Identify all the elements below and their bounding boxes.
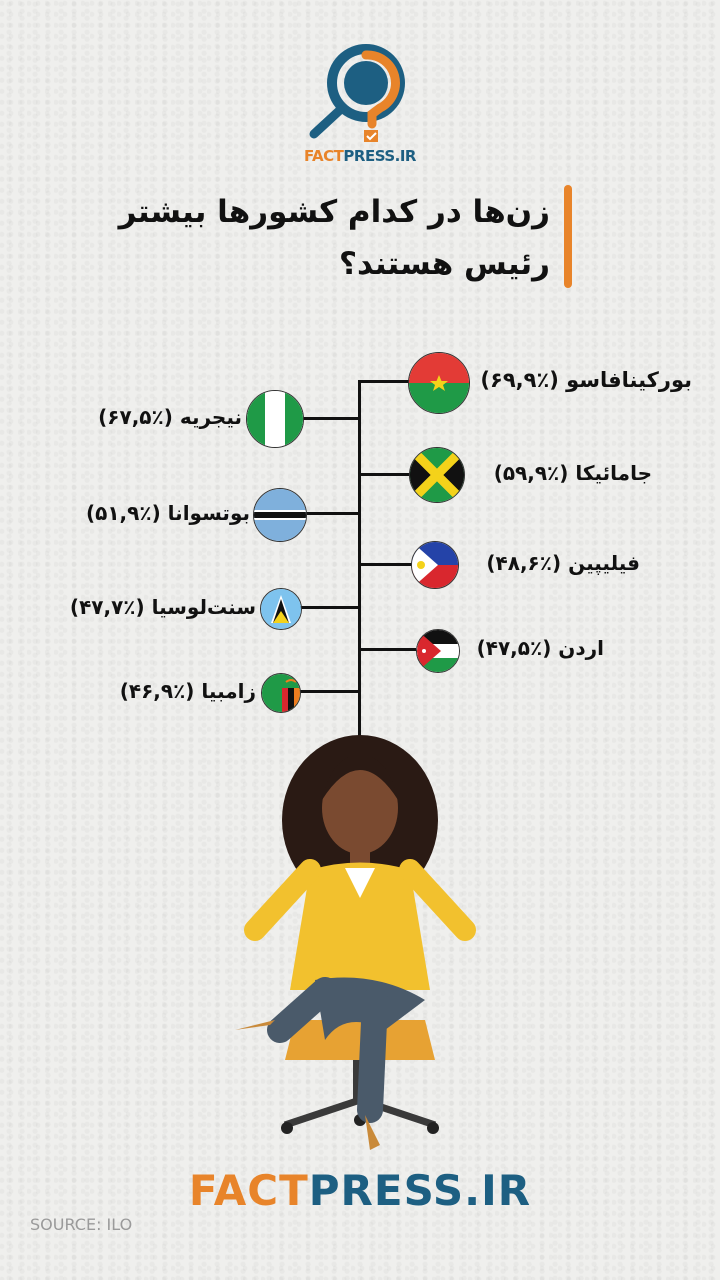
branch-line xyxy=(358,380,410,383)
country-label-jamaica: جامائیکا (٪۵۹,۹) xyxy=(493,461,652,485)
source-label: SOURCE: ILO xyxy=(30,1215,133,1234)
nigeria-flag-icon xyxy=(246,390,304,448)
branch-line xyxy=(358,473,410,476)
country-label-botswana: بوتسوانا (٪۵۱,۹) xyxy=(86,501,250,525)
country-label-zambia: زامبیا (٪۴۶,۹) xyxy=(119,679,256,703)
country-label-jordan: اردن (٪۴۷,۵) xyxy=(476,636,604,660)
jamaica-flag-icon xyxy=(409,447,465,503)
page-title: زن‌ها در کدام کشورها بیشتر رئیس هستند؟ xyxy=(90,186,550,290)
logo-press: PRESS.IR xyxy=(343,147,416,165)
footer-brand: FACTPRESS.IR xyxy=(0,1166,720,1215)
title-line-2: رئیس هستند؟ xyxy=(339,246,550,282)
burkina-faso-flag-icon xyxy=(408,352,470,414)
branch-line xyxy=(358,563,412,566)
title-line-1: زن‌ها در کدام کشورها بیشتر xyxy=(118,194,550,230)
branch-line xyxy=(358,648,416,651)
title-accent-bar xyxy=(564,185,572,288)
trunk-line xyxy=(358,380,361,740)
logo-text: FACTPRESS.IR xyxy=(300,147,420,165)
branch-line xyxy=(300,417,360,420)
footer-press: PRESS.IR xyxy=(308,1166,532,1215)
saint-lucia-flag-icon xyxy=(260,588,302,630)
botswana-flag-icon xyxy=(253,488,307,542)
branch-line xyxy=(298,606,360,609)
businesswoman-illustration-icon xyxy=(235,735,476,1150)
branch-line xyxy=(300,512,360,515)
country-label-burkina-faso: بورکینافاسو (٪۶۹,۹) xyxy=(480,368,692,392)
country-label-nigeria: نیجریه (٪۶۷,۵) xyxy=(98,405,242,429)
country-label-philippines: فیلیپین (٪۴۸,۶) xyxy=(486,551,640,575)
philippines-flag-icon xyxy=(411,541,459,589)
branch-line xyxy=(298,690,360,693)
jordan-flag-icon xyxy=(416,629,460,673)
zambia-flag-icon xyxy=(261,673,301,713)
country-label-saint-lucia: سنت‌لوسیا (٪۴۷,۷) xyxy=(69,595,256,619)
footer-fact: FACT xyxy=(188,1166,309,1215)
logo-fact: FACT xyxy=(304,147,344,165)
factpress-logo-icon xyxy=(309,44,405,142)
